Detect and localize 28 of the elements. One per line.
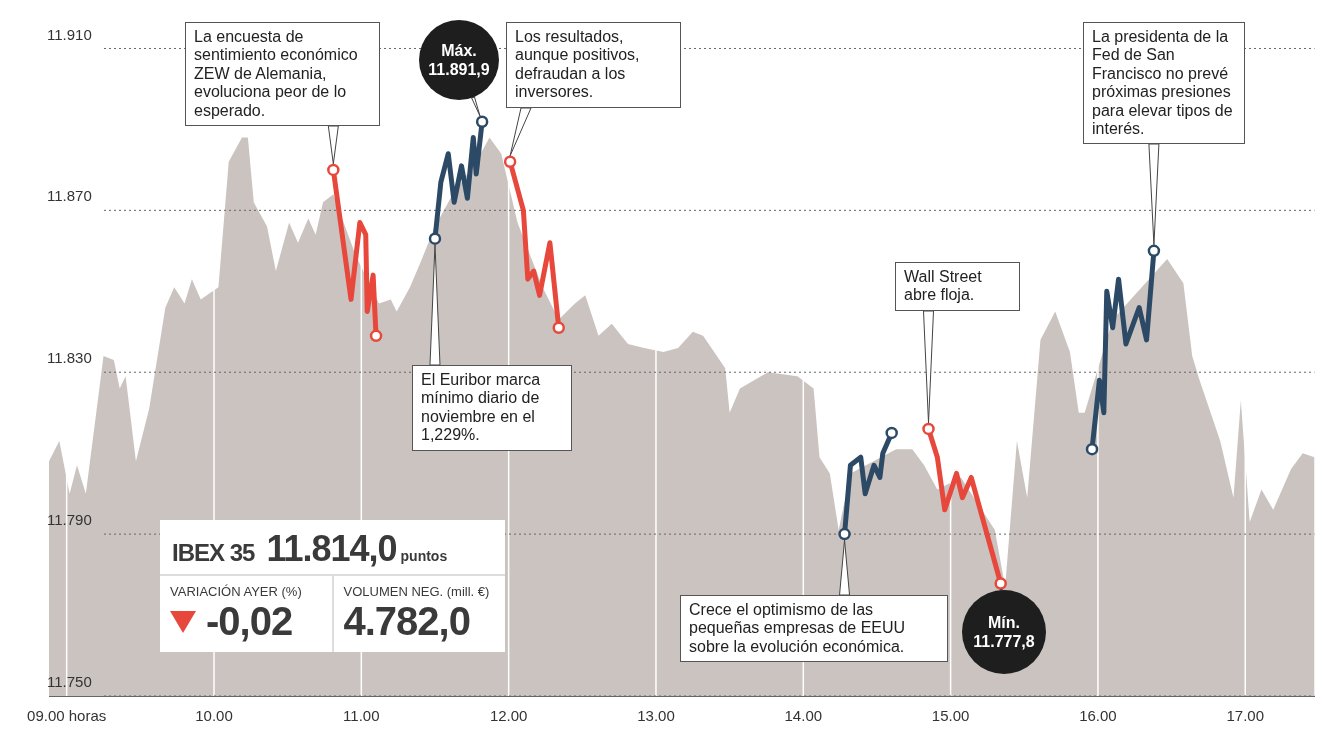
x-tick-label: 09.00 horas bbox=[27, 707, 107, 725]
callout-circle: Máx. 11.891,9 bbox=[419, 20, 499, 100]
callout-box: La presidenta de la Fed de San Francisco no prevé próximas presiones para elevar tipos de interés. bbox=[1083, 22, 1245, 145]
y-tick-label: 11.790 bbox=[47, 511, 92, 529]
x-tick-label: 16.00 bbox=[1079, 707, 1117, 725]
x-tick-label: 10.00 bbox=[195, 707, 233, 725]
y-tick-label: 11.750 bbox=[47, 673, 92, 691]
x-tick-label: 12.00 bbox=[489, 707, 528, 725]
x-tick-label: 11.00 bbox=[343, 707, 380, 725]
x-tick-label: 15.00 bbox=[931, 707, 970, 725]
annotation: -0,02 bbox=[206, 599, 293, 644]
annotation: VARIACIÓN AYER (%) bbox=[170, 584, 303, 599]
callout-box: Wall Street abre floja. bbox=[895, 262, 1020, 311]
annotation: 11.814,0 bbox=[266, 528, 397, 569]
annotation: 4.782,0 bbox=[343, 599, 470, 644]
callout-box: Los resultados, aunque positivos, defraudan a los inversores. bbox=[506, 22, 681, 108]
annotation: puntos bbox=[400, 548, 448, 564]
y-tick-label: 11.870 bbox=[47, 187, 92, 205]
x-tick-label: 13.00 bbox=[637, 707, 675, 725]
y-tick-label: 11.910 bbox=[47, 25, 92, 43]
callout-box: La encuesta de sentimiento económico ZEW de Alemania, evoluciona peor de lo esperado. bbox=[185, 22, 380, 126]
callout-box: Crece el optimismo de las pequeñas empresas de EEUU sobre la evolución económica. bbox=[680, 595, 948, 663]
callout-box: El Euribor marca mínimo diario de noviembre en el 1,229%. bbox=[412, 365, 572, 451]
annotation: VOLUMEN NEG. (mill. €) bbox=[343, 584, 491, 599]
y-tick-label: 11.830 bbox=[47, 349, 92, 367]
annotation: IBEX 35 bbox=[172, 539, 255, 566]
x-tick-label: 14.00 bbox=[784, 707, 823, 725]
x-tick-label: 17.00 bbox=[1226, 707, 1265, 725]
